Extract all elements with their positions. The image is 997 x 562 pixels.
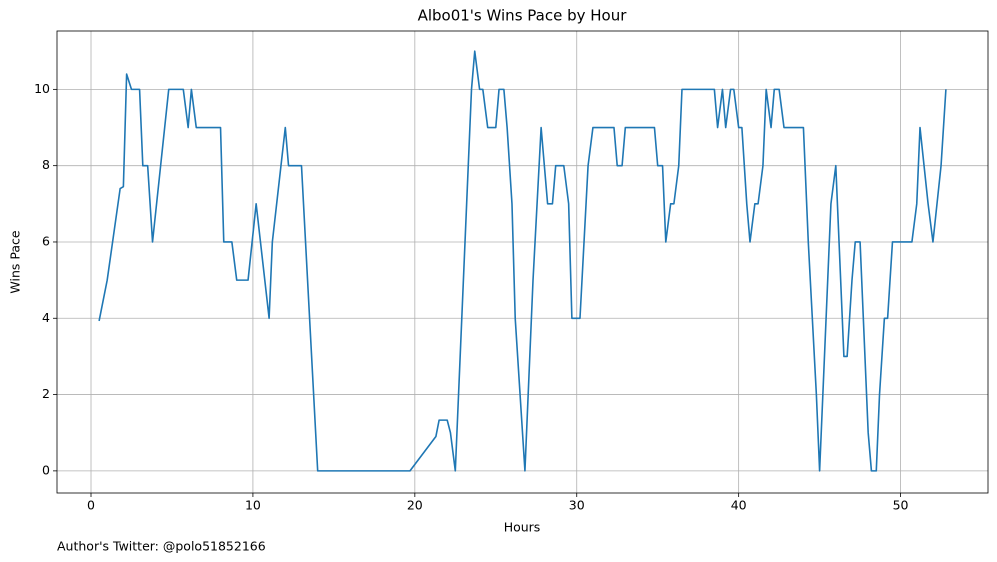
y-tick-label: 6 bbox=[42, 233, 50, 248]
data-line bbox=[98, 50, 947, 472]
y-tick-label: 2 bbox=[42, 386, 50, 401]
x-tick-label: 20 bbox=[407, 498, 423, 513]
y-tick-label: 4 bbox=[42, 310, 50, 325]
y-tick-label: 0 bbox=[42, 462, 50, 477]
x-tick-label: 0 bbox=[87, 498, 95, 513]
chart-title: Albo01's Wins Pace by Hour bbox=[418, 7, 628, 25]
y-tick-label: 8 bbox=[42, 157, 50, 172]
x-tick-label: 30 bbox=[569, 498, 585, 513]
y-axis-label: Wins Pace bbox=[8, 230, 23, 293]
annotation: Author's Twitter: @polo51852166 bbox=[57, 539, 266, 554]
x-tick-label: 40 bbox=[731, 498, 747, 513]
x-tick-label: 10 bbox=[245, 498, 261, 513]
y-tick-label: 10 bbox=[34, 81, 50, 96]
plot-frame bbox=[56, 30, 989, 494]
x-axis-label: Hours bbox=[504, 520, 541, 535]
x-tick-label: 50 bbox=[893, 498, 909, 513]
